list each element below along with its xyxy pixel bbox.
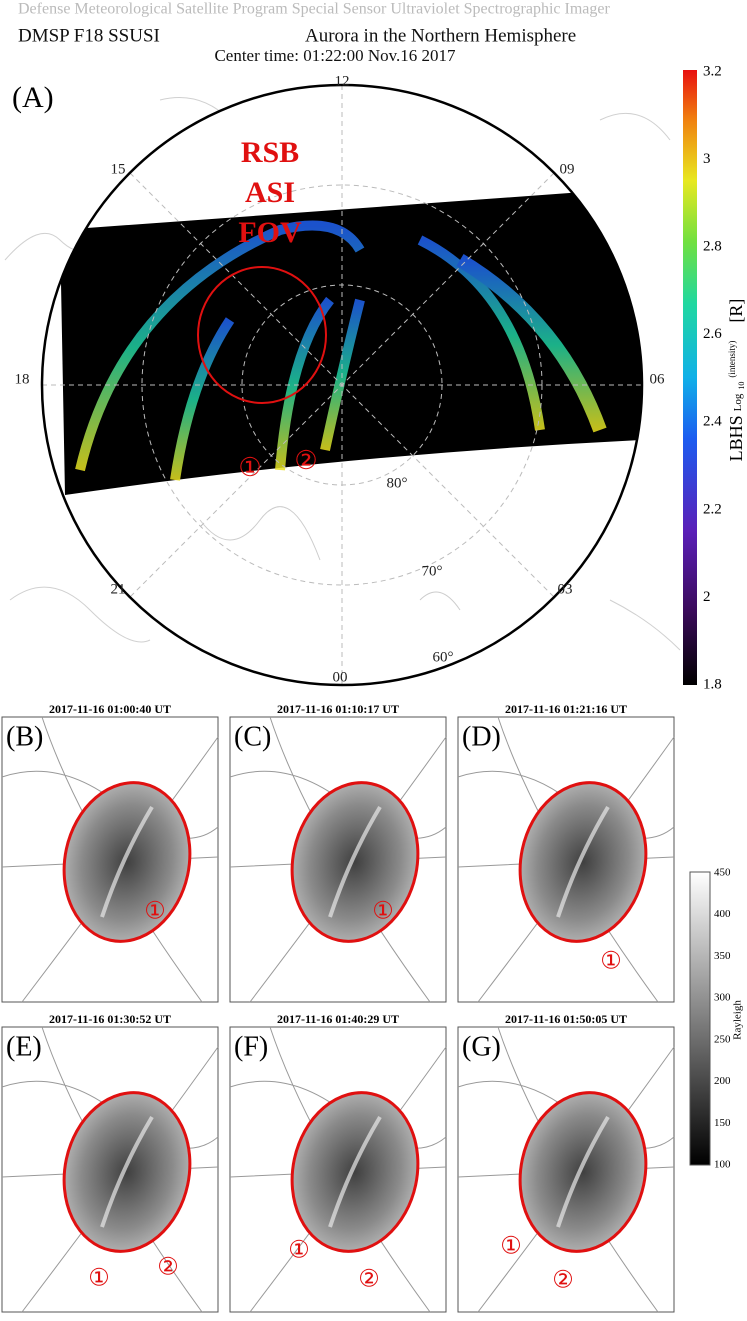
asi-image — [62, 781, 192, 943]
panel-label: (D) — [462, 721, 501, 752]
polar-boundary — [40, 83, 644, 687]
gray-colorbar — [689, 871, 711, 1166]
fov-label: RSB — [241, 136, 299, 169]
panel-title: 2017-11-16 01:50:05 UT — [505, 1012, 627, 1026]
colorbar-label-part: 10 — [737, 382, 746, 390]
arc-marker: ① — [500, 1234, 522, 1260]
colorbar-tick-label: 2.8 — [703, 239, 722, 255]
gray-colorbar-tick-label: 150 — [714, 1117, 731, 1129]
fov-label: FOV — [238, 216, 302, 249]
colorbar-tick-label: 3.2 — [703, 63, 722, 79]
arc-marker: ① — [238, 453, 261, 482]
polar-plot — [42, 85, 642, 685]
gray-colorbar-tick-label: 200 — [714, 1075, 731, 1087]
gray-colorbar-label: Rayleigh — [732, 1000, 744, 1040]
latitude-label: 60° — [433, 649, 454, 665]
panel-title: 2017-11-16 01:10:17 UT — [277, 702, 399, 716]
gray-colorbar-tick-label: 100 — [714, 1159, 731, 1171]
colorbar-label-part: [R] — [726, 299, 746, 323]
panel-title: 2017-11-16 01:00:40 UT — [49, 702, 171, 716]
hour-label: 18 — [15, 371, 30, 387]
hour-label: 03 — [558, 581, 573, 597]
aurora-arcs — [75, 220, 607, 481]
hour-label: 15 — [111, 161, 126, 177]
colorbar-label: LBHS Log 10(intensity) [R] — [726, 299, 746, 462]
asi-image — [290, 781, 420, 943]
colorbar-tick-label: 2.2 — [703, 501, 722, 517]
colorbar-label-part: LBHS — [726, 415, 746, 461]
hour-label: 12 — [335, 73, 350, 89]
arc-marker: ① — [372, 899, 394, 925]
asi-image — [290, 1091, 420, 1253]
colorbar-tick-label: 2 — [703, 589, 711, 605]
colorbar-tick-label: 2.6 — [703, 326, 722, 342]
center-time: Center time: 01:22:00 Nov.16 2017 — [214, 46, 456, 65]
panel-label: (E) — [6, 1031, 42, 1062]
gray-colorbar-tick-label: 350 — [714, 950, 731, 962]
latitude-label: 70° — [422, 563, 443, 579]
gray-colorbar-tick-label: 400 — [714, 908, 731, 920]
colorbar-label-part: Log — [732, 393, 744, 411]
panel-label: (C) — [234, 721, 271, 752]
arc-marker: ① — [144, 899, 166, 925]
asi-arc — [328, 1115, 382, 1228]
arc-marker: ② — [358, 1267, 380, 1293]
hour-label: 21 — [111, 581, 126, 597]
asi-arc — [556, 805, 610, 918]
instrument: DMSP F18 SSUSI — [18, 25, 160, 46]
asi-fov-circle — [197, 266, 327, 404]
hour-label: 09 — [560, 161, 575, 177]
panel-title: 2017-11-16 01:30:52 UT — [49, 1012, 171, 1026]
panel-label: (A) — [12, 81, 54, 114]
asi-arc — [100, 1115, 154, 1228]
hour-label: 06 — [650, 371, 666, 387]
arc-marker: ② — [552, 1268, 574, 1294]
latitude-label: 80° — [387, 475, 408, 491]
gray-colorbar-tick-label: 300 — [714, 992, 731, 1004]
fov-label: ASI — [245, 176, 295, 209]
asi-image — [518, 781, 648, 943]
panel-title: 2017-11-16 01:40:29 UT — [277, 1012, 399, 1026]
hour-label: 00 — [333, 669, 348, 685]
grid — [42, 85, 642, 685]
gray-colorbar-tick-label: 450 — [714, 867, 731, 879]
colorbar-tick-label: 2.4 — [703, 414, 722, 430]
panel-label: (G) — [462, 1031, 501, 1062]
panel-label: (B) — [6, 721, 43, 752]
arc-marker: ① — [288, 1238, 310, 1264]
colorbar-tick-label: 1.8 — [703, 676, 722, 692]
colorbar-label-part: (intensity) — [727, 341, 737, 378]
arc-marker: ② — [294, 446, 317, 475]
panel-title: 2017-11-16 01:21:16 UT — [505, 702, 627, 716]
asi-arc — [100, 805, 154, 918]
colorbar-tick-label: 3 — [703, 151, 711, 167]
colorbar — [683, 70, 697, 685]
title: Aurora in the Northern Hemisphere — [305, 25, 576, 46]
asi-image — [518, 1091, 648, 1253]
arc-marker: ① — [88, 1266, 110, 1292]
panel-label: (F) — [234, 1031, 268, 1062]
programs: Defense Meteorological Satellite Program… — [18, 1, 610, 18]
arc-marker: ① — [600, 949, 622, 975]
arc-marker: ② — [157, 1255, 179, 1281]
asi-arc — [556, 1115, 610, 1228]
gray-colorbar-tick-label: 250 — [714, 1033, 731, 1045]
asi-arc — [328, 805, 382, 918]
map-background — [4, 97, 681, 651]
asi-image — [62, 1091, 192, 1253]
